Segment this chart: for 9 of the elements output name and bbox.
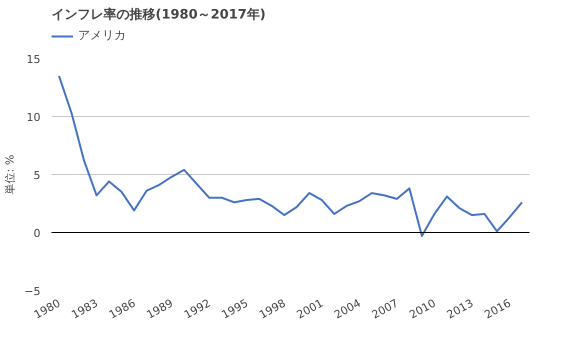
legend-label: アメリカ — [78, 27, 126, 44]
y-tick-label: 5 — [34, 169, 40, 182]
y-tick-label: 0 — [34, 227, 40, 240]
y-tick-label: −5 — [24, 285, 41, 298]
line-series — [58, 74, 523, 237]
chart-title: インフレ率の推移(1980～2017年) — [52, 6, 266, 22]
y-tick-label: 10 — [26, 111, 41, 124]
y-axis-title: 単位: % — [3, 154, 16, 194]
y-tick-label: 15 — [26, 53, 41, 66]
